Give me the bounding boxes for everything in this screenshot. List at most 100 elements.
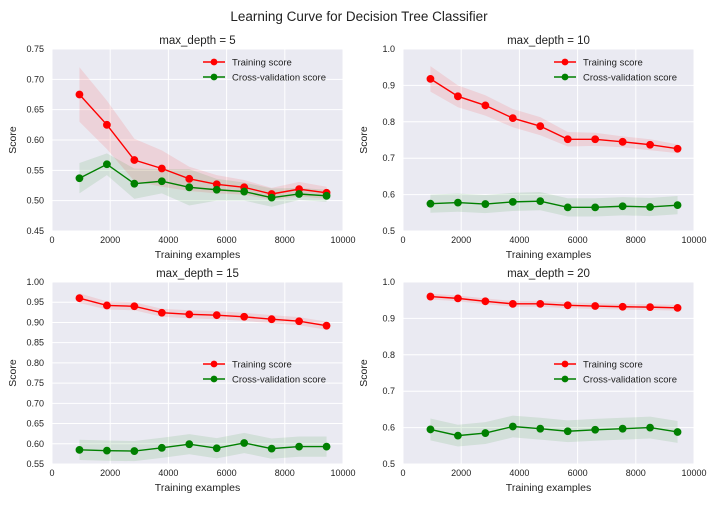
x-tick-label: 6000 <box>217 468 237 478</box>
data-point-cross-validation <box>426 425 435 434</box>
data-point-cross-validation <box>322 442 331 451</box>
data-point-cross-validation <box>481 429 490 437</box>
confidence-band-training <box>79 293 327 330</box>
data-point-training <box>673 303 682 312</box>
y-tick-label: 0.75 <box>26 44 44 54</box>
legend-marker <box>561 73 569 81</box>
y-tick-label: 0.50 <box>26 196 44 206</box>
data-point-cross-validation <box>618 424 627 433</box>
x-tick-label: 4000 <box>509 235 529 245</box>
y-tick-label: 0.7 <box>382 153 395 163</box>
y-axis-label: Score <box>7 359 19 387</box>
legend-marker <box>210 360 218 368</box>
data-point-training <box>75 294 84 303</box>
plot-background <box>403 49 694 231</box>
data-point-cross-validation <box>185 183 194 192</box>
data-point-training <box>212 311 221 320</box>
data-point-training <box>508 114 517 123</box>
data-point-training <box>618 302 627 311</box>
data-point-cross-validation <box>454 198 462 207</box>
series-line-cross-validation <box>430 200 678 209</box>
legend-label: Training score <box>583 360 643 371</box>
confidence-band-cross-validation <box>430 415 678 447</box>
data-point-training <box>426 74 435 83</box>
x-tick-label: 10000 <box>681 468 706 478</box>
data-point-training <box>103 120 111 129</box>
x-tick-label: 6000 <box>568 235 588 245</box>
y-tick-label: 0.5 <box>382 226 395 236</box>
data-point-cross-validation <box>240 439 249 447</box>
series-line-cross-validation <box>430 425 678 437</box>
data-point-training <box>481 297 490 306</box>
x-tick-label: 8000 <box>275 468 295 478</box>
x-tick-label: 4000 <box>509 468 529 478</box>
y-tick-label: 0.9 <box>382 313 395 323</box>
x-tick-label: 2000 <box>100 468 120 478</box>
confidence-band-cross-validation <box>79 432 327 462</box>
data-point-training <box>481 101 490 110</box>
x-axis-label: Training examples <box>506 249 591 261</box>
y-tick-label: 0.55 <box>26 459 44 469</box>
data-point-cross-validation <box>591 425 600 434</box>
subplot-4: 0 2000 4000 6000 8000 10000 0.5 0.6 0.7 0.8 0.9 1.0… <box>358 268 707 494</box>
y-tick-label: 0.8 <box>382 117 395 127</box>
data-point-training <box>240 312 249 321</box>
x-tick-label: 2000 <box>451 235 471 245</box>
data-point-cross-validation <box>673 201 682 210</box>
x-tick-label: 8000 <box>626 468 646 478</box>
data-point-cross-validation <box>481 200 490 208</box>
data-point-cross-validation <box>75 174 84 183</box>
data-point-cross-validation <box>673 428 682 436</box>
data-point-training <box>75 90 84 99</box>
data-point-cross-validation <box>646 423 654 432</box>
legend-marker <box>210 375 218 383</box>
legend: Training score Cross-validation score <box>203 360 326 386</box>
data-point-training <box>157 308 166 317</box>
data-point-training <box>563 135 572 144</box>
x-tick-label: 0 <box>400 235 405 245</box>
legend: Training score Cross-validation score <box>554 360 677 386</box>
x-tick-label: 8000 <box>275 235 295 245</box>
x-tick-label: 6000 <box>217 235 237 245</box>
y-tick-label: 0.95 <box>26 297 44 307</box>
subplot-2: 0 2000 4000 6000 8000 10000 0.5 0.6 0.7 0.8 0.9 1.0… <box>358 35 707 261</box>
x-tick-label: 0 <box>49 235 54 245</box>
y-tick-label: 0.9 <box>382 80 395 90</box>
data-point-training <box>591 302 600 310</box>
series-line-cross-validation <box>79 442 327 452</box>
x-axis-label: Training examples <box>155 482 240 494</box>
y-tick-label: 0.55 <box>26 165 44 175</box>
data-point-training <box>508 299 517 308</box>
x-tick-label: 4000 <box>158 468 178 478</box>
x-tick-label: 0 <box>49 468 54 478</box>
data-point-cross-validation <box>240 187 249 196</box>
figure-title: Learning Curve for Decision Tree Classif… <box>230 9 488 24</box>
data-point-cross-validation <box>212 185 221 194</box>
x-tick-label: 0 <box>400 468 405 478</box>
data-point-cross-validation <box>508 197 517 206</box>
legend-label: Training score <box>232 360 292 371</box>
legend-marker <box>561 58 569 66</box>
data-point-training <box>536 299 545 308</box>
legend-label: Cross-validation score <box>232 375 326 386</box>
data-point-cross-validation <box>130 447 139 455</box>
data-point-training <box>454 294 462 303</box>
data-point-cross-validation <box>130 179 139 188</box>
data-point-training <box>130 302 139 311</box>
y-tick-label: 0.70 <box>26 398 44 408</box>
y-tick-label: 0.75 <box>26 378 44 388</box>
y-tick-label: 0.8 <box>382 350 395 360</box>
data-point-cross-validation <box>103 446 111 455</box>
plot-background <box>52 282 343 464</box>
x-tick-label: 10000 <box>681 235 706 245</box>
data-point-training <box>591 135 600 144</box>
data-point-cross-validation <box>75 445 84 454</box>
legend: Training score Cross-validation score <box>554 58 677 84</box>
y-tick-label: 0.90 <box>26 317 44 327</box>
y-tick-label: 1.0 <box>382 44 395 54</box>
y-axis-label: Score <box>7 126 19 154</box>
data-point-training <box>267 315 276 324</box>
data-point-cross-validation <box>185 440 194 449</box>
